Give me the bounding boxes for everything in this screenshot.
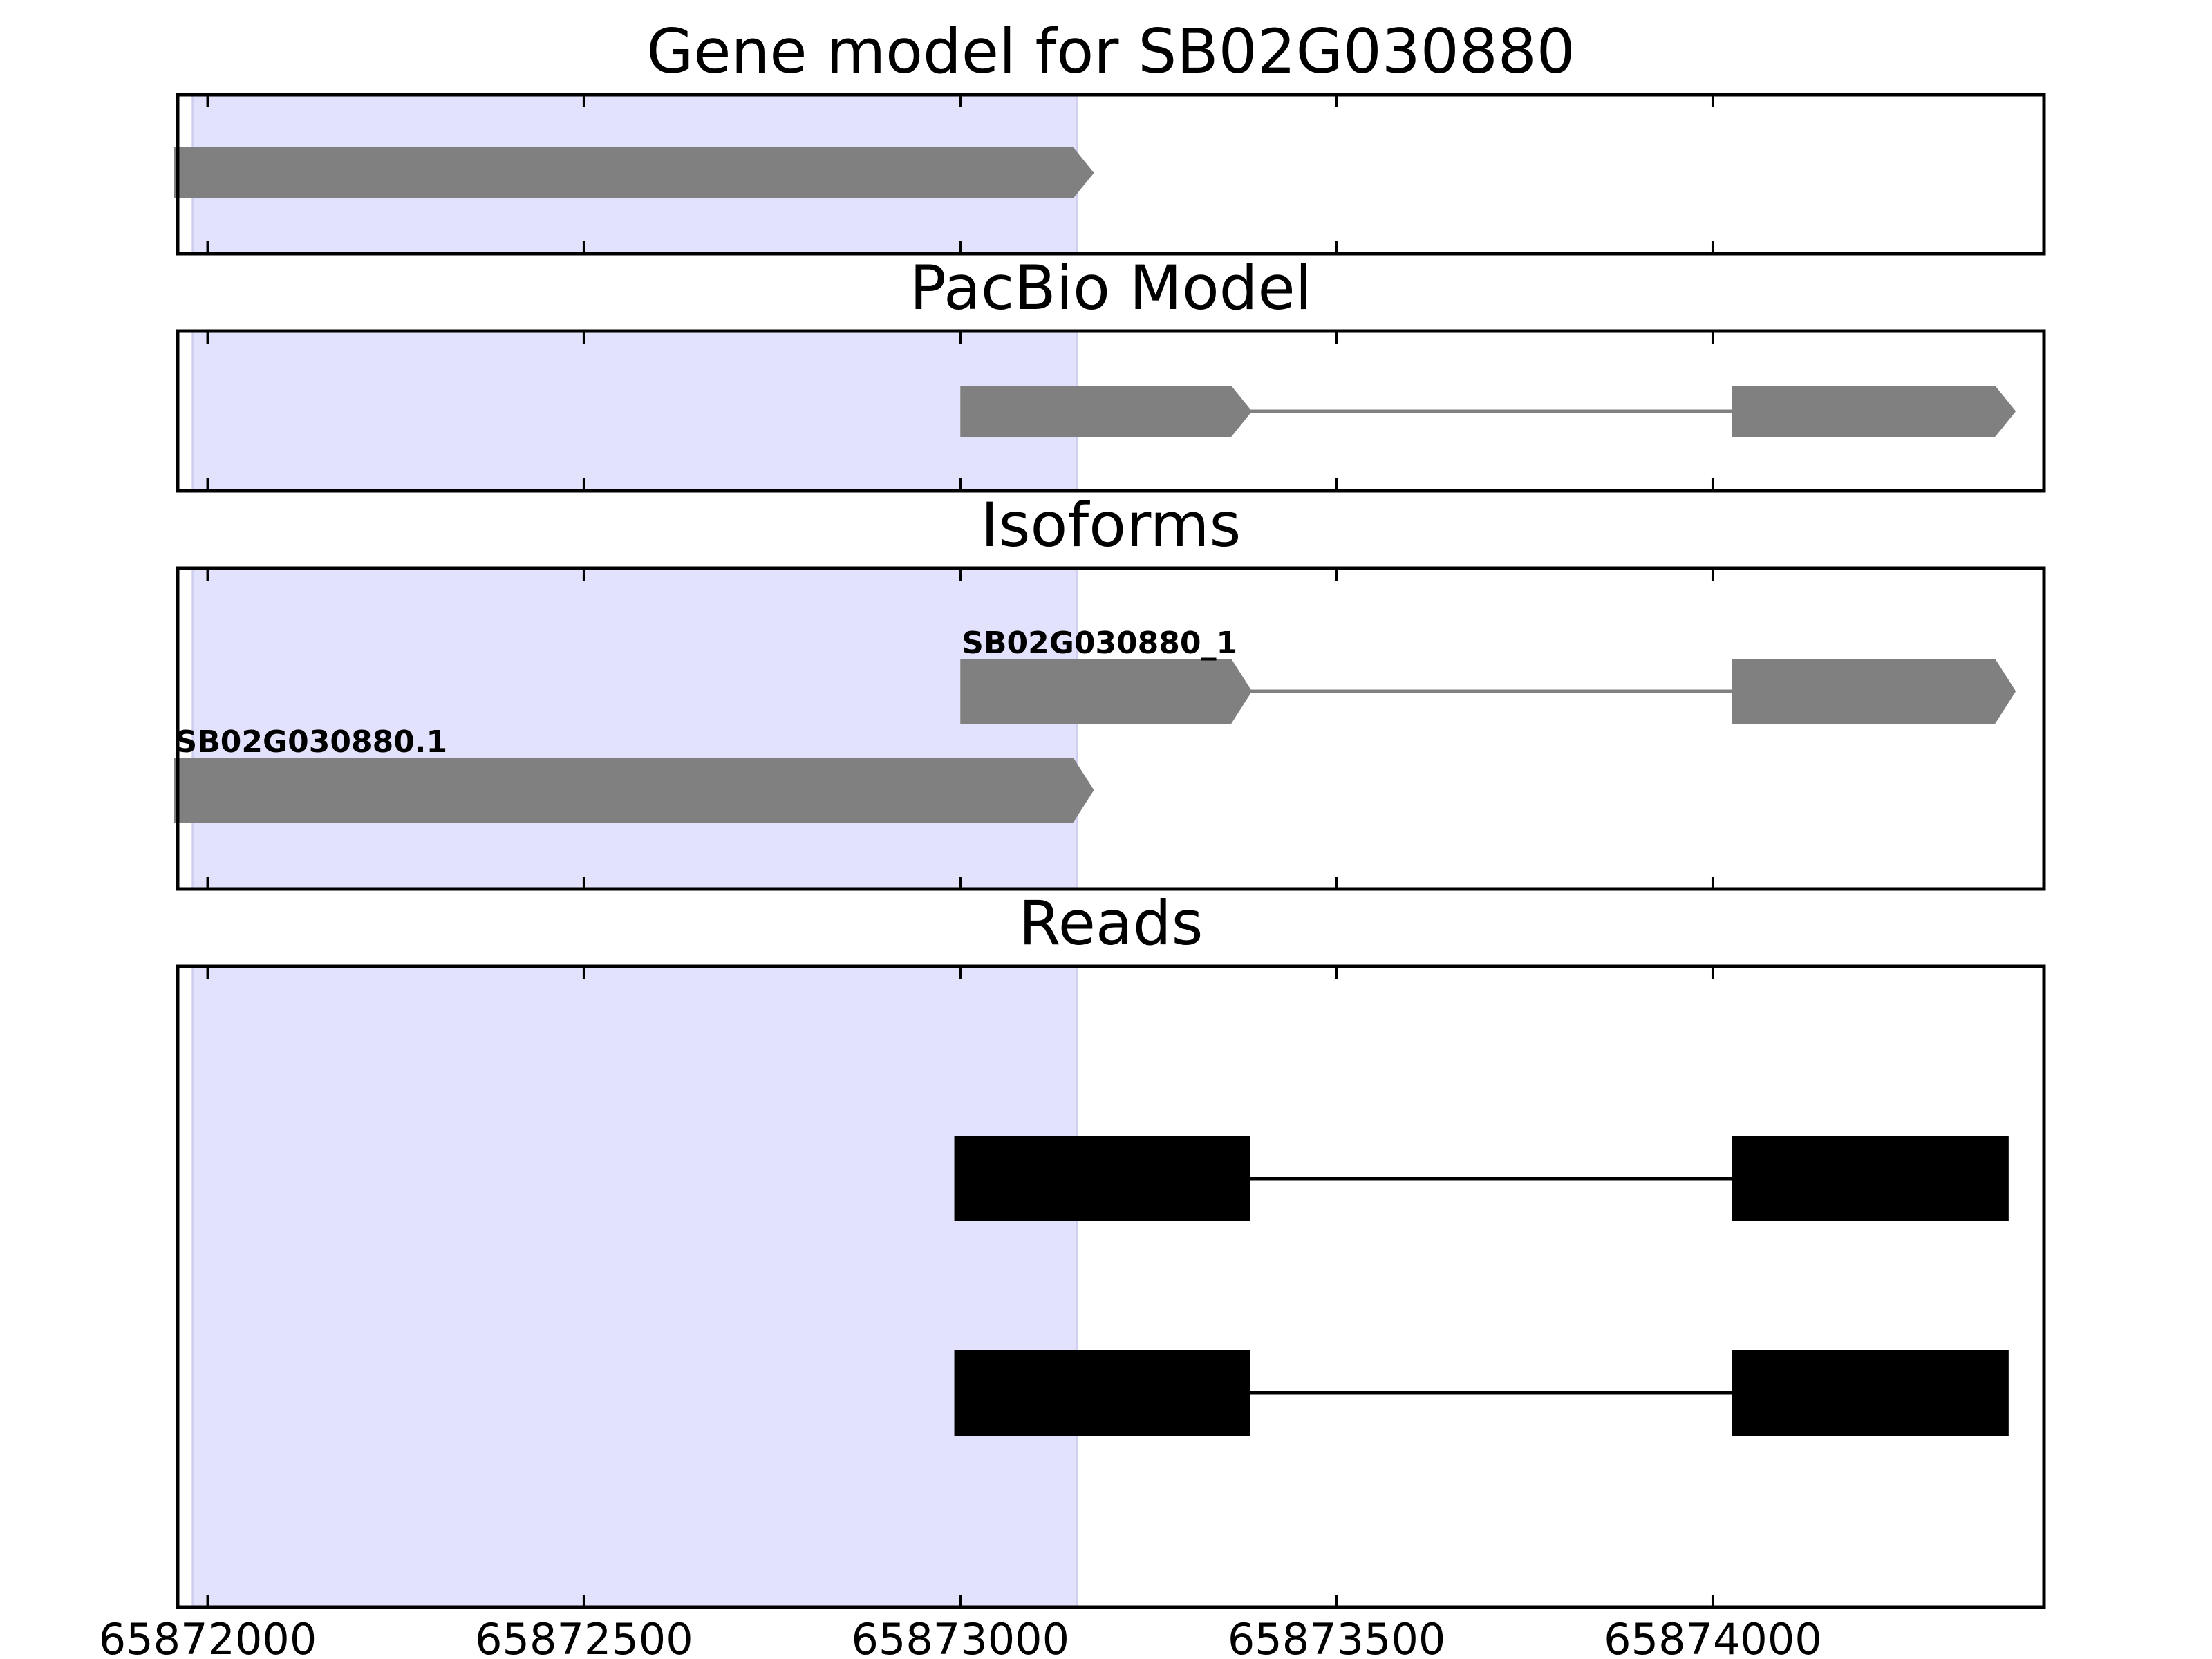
x-tick-label: 65873000: [851, 1614, 1069, 1659]
read-block: [1732, 1350, 2009, 1436]
x-tick-label: 65872000: [99, 1614, 317, 1659]
exon-block: [960, 659, 1253, 724]
panel-frame: [176, 566, 2046, 891]
x-tick-label: 65872500: [475, 1614, 693, 1659]
isoform-label: SB02G030880_1: [962, 626, 1237, 661]
exon-block: [1732, 386, 2016, 437]
read-block: [954, 1350, 1250, 1436]
feature-track: SB02G030880.1: [174, 724, 1094, 823]
panel-title: Isoforms: [981, 489, 1241, 561]
panel-frame: [176, 93, 2046, 256]
isoform-label: SB02G030880.1: [176, 724, 448, 760]
panel-2: PacBio Model: [176, 252, 2046, 493]
feature-track: [174, 147, 1094, 198]
feature-track: [954, 1136, 2009, 1221]
exon-block: [1732, 659, 2016, 724]
panel-3: Isoforms SB02G030880_1 SB02G030880.1: [174, 489, 2046, 891]
feature-track: SB02G030880_1: [960, 626, 2016, 724]
x-tick-label: 65873500: [1228, 1614, 1446, 1659]
panel-title: Reads: [1019, 888, 1203, 959]
panel-title: Gene model for SB02G030880: [646, 16, 1575, 87]
panel-frame: [176, 329, 2046, 493]
read-block: [1732, 1136, 2009, 1221]
read-block: [954, 1136, 1250, 1221]
exon-block: [960, 386, 1253, 437]
feature-track: [960, 386, 2016, 437]
highlight-region: [191, 965, 1078, 1609]
exon-block: [174, 147, 1094, 198]
highlight-region: [191, 330, 1078, 492]
exon-block: [174, 758, 1094, 823]
highlight-region: [191, 567, 1078, 890]
panel-4: Reads: [176, 888, 2046, 1609]
panel-title: PacBio Model: [910, 252, 1312, 324]
feature-track: [954, 1350, 2009, 1436]
x-tick-label: 65874000: [1604, 1614, 1822, 1659]
panel-1: Gene model for SB02G030880: [174, 16, 2046, 256]
panel-frame: [176, 964, 2046, 1609]
panels-group: Gene model for SB02G030880 PacBio Model Is…: [99, 16, 2046, 1659]
